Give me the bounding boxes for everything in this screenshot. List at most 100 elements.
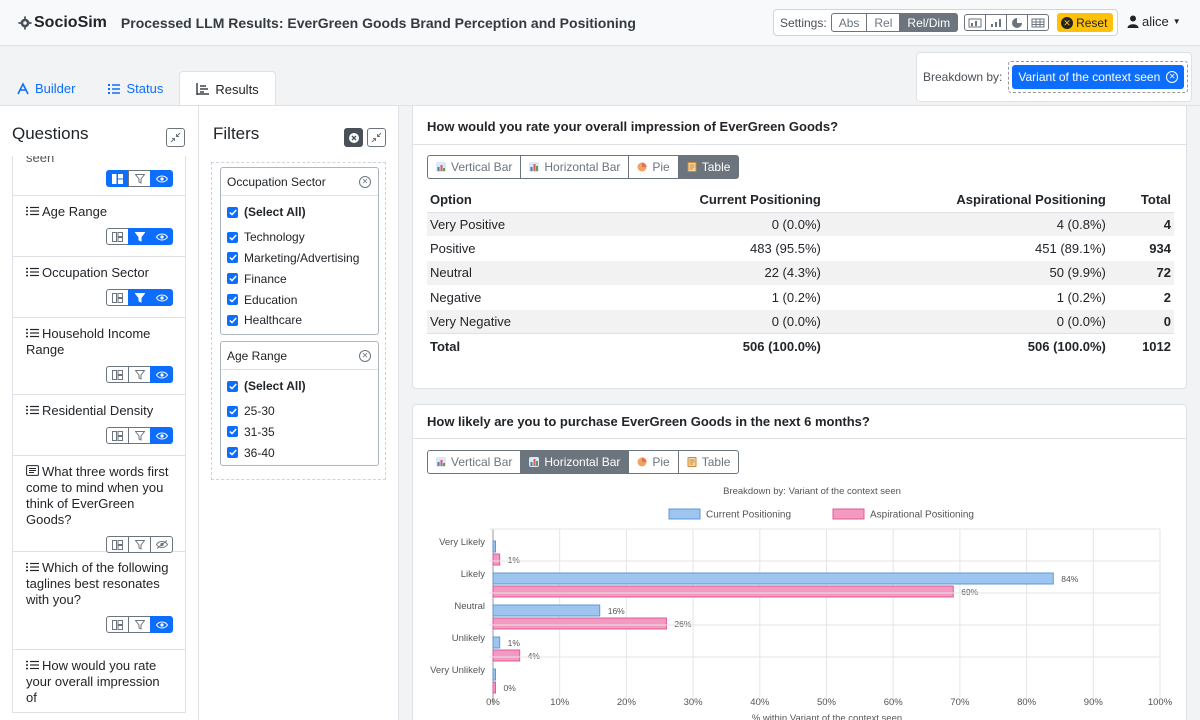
horizontal-bar-tab[interactable]: Horizontal Bar (520, 450, 630, 474)
table-header-cell[interactable]: Aspirational Positioning (823, 188, 1109, 213)
pie-tab[interactable]: Pie (628, 155, 679, 179)
visibility-eye-icon[interactable] (150, 427, 173, 444)
visibility-eye-icon[interactable] (150, 366, 173, 383)
layout-toggle-icon[interactable] (106, 536, 129, 553)
filter-option[interactable]: Education (221, 289, 378, 310)
question-card[interactable]: Household Income Range (12, 318, 186, 395)
layout-toggle-icon[interactable] (106, 228, 129, 245)
vertical-bar-tab[interactable]: Vertical Bar (427, 450, 522, 474)
table-tab[interactable]: Table (677, 450, 740, 474)
filter-icon[interactable] (128, 366, 151, 383)
checkbox-checked-icon[interactable] (227, 273, 238, 285)
checkbox-checked-icon[interactable] (227, 314, 238, 326)
horizontal-bar-tab[interactable]: Horizontal Bar (520, 155, 630, 179)
visibility-off-icon[interactable] (150, 536, 173, 553)
visibility-eye-icon[interactable] (150, 289, 173, 306)
checkbox-checked-icon[interactable] (227, 294, 238, 306)
tab-builder[interactable]: Builder (0, 71, 91, 106)
bar[interactable] (492, 553, 501, 566)
filter-option[interactable]: Finance (221, 268, 378, 289)
vertical-bar-tab[interactable]: Vertical Bar (427, 155, 522, 179)
question-card[interactable]: What three words first come to mind when… (12, 456, 186, 553)
filter-option[interactable]: Technology (221, 227, 378, 248)
checkbox-checked-icon[interactable] (227, 206, 238, 218)
mode-rel-dim-button[interactable]: Rel/Dim (899, 13, 959, 32)
filter-icon[interactable] (128, 427, 151, 444)
pie-tab[interactable]: Pie (628, 450, 679, 474)
clear-filters-button[interactable] (344, 128, 363, 147)
filter-option[interactable]: 36-40 (221, 442, 378, 463)
table-header-cell[interactable]: Total (1108, 188, 1174, 213)
collapse-filters-button[interactable] (367, 128, 386, 147)
mode-abs-button[interactable]: Abs (830, 13, 868, 32)
tab-status[interactable]: Status (91, 71, 179, 106)
remove-filter-icon[interactable]: ✕ (359, 349, 371, 362)
table-view-icon[interactable] (1027, 14, 1050, 31)
bar[interactable] (492, 540, 496, 553)
filter-dropzone[interactable]: Occupation Sector ✕ (Select All) Technology… (211, 162, 386, 480)
result-card-impression: How would you rate your overall impressi… (412, 106, 1187, 389)
filter-option[interactable]: Marketing/Advertising (221, 248, 378, 269)
question-text-truncated: seen (26, 156, 173, 162)
visibility-eye-icon[interactable] (150, 616, 173, 633)
filter-icon[interactable] (128, 170, 151, 187)
filter-option[interactable]: (Select All) (221, 376, 378, 397)
layout-toggle-icon[interactable] (106, 289, 129, 306)
checkbox-checked-icon[interactable] (227, 405, 238, 417)
bar[interactable] (492, 572, 1054, 585)
question-title: How likely are you to purchase EverGreen… (427, 414, 870, 429)
filter-icon[interactable] (128, 536, 151, 553)
table-cell: Very Negative (427, 309, 584, 334)
layout-toggle-icon[interactable] (106, 616, 129, 633)
layout-toggle-icon[interactable] (106, 366, 129, 383)
question-card[interactable]: How would you rate your overall impressi… (12, 650, 186, 713)
filter-option[interactable]: 25-30 (221, 401, 378, 422)
checkbox-checked-icon[interactable] (227, 231, 238, 243)
checkbox-checked-icon[interactable] (227, 426, 238, 438)
table-tab[interactable]: Table (677, 155, 740, 179)
question-card[interactable]: Which of the following taglines best res… (12, 552, 186, 650)
filter-icon[interactable] (128, 289, 151, 306)
pie-view-icon[interactable] (1006, 14, 1029, 31)
tab-results[interactable]: Results (179, 71, 276, 106)
bar[interactable] (492, 617, 667, 630)
layout-toggle-icon[interactable] (106, 427, 129, 444)
brand[interactable]: SocioSim (18, 14, 107, 32)
visibility-eye-icon[interactable] (150, 170, 173, 187)
filter-option[interactable]: (Select All) (221, 202, 378, 223)
vertical-bar-view-icon[interactable] (964, 14, 987, 31)
layout-toggle-icon[interactable] (106, 170, 129, 187)
user-menu[interactable]: alice ▼ (1127, 14, 1181, 29)
bar[interactable] (492, 636, 501, 649)
question-actions (26, 170, 173, 187)
bar[interactable] (492, 604, 601, 617)
table-header-cell[interactable]: Option (427, 188, 584, 213)
remove-breakdown-icon[interactable]: ✕ (1166, 71, 1179, 83)
reset-button[interactable]: ✕ Reset (1057, 13, 1114, 32)
question-card[interactable]: Age Range (12, 196, 186, 257)
list-icon (26, 326, 39, 341)
question-list[interactable]: seen Age Range Occupation Sector Household… (12, 156, 186, 713)
filter-option[interactable]: 31-35 (221, 422, 378, 443)
question-card[interactable]: Residential Density (12, 395, 186, 456)
remove-filter-icon[interactable]: ✕ (359, 175, 371, 188)
question-label: Age Range (42, 204, 108, 219)
filter-icon[interactable] (128, 228, 151, 245)
bar[interactable] (492, 649, 521, 662)
checkbox-checked-icon[interactable] (227, 380, 238, 392)
breakdown-chip[interactable]: Variant of the context seen ✕ (1012, 65, 1185, 89)
bar-view-icon[interactable] (985, 14, 1008, 31)
bar[interactable] (492, 668, 496, 681)
collapse-questions-button[interactable] (166, 128, 185, 147)
filter-option[interactable]: Healthcare (221, 310, 378, 331)
table-header-cell[interactable]: Current Positioning (583, 188, 824, 213)
visibility-eye-icon[interactable] (150, 228, 173, 245)
checkbox-checked-icon[interactable] (227, 252, 238, 264)
mode-rel-button[interactable]: Rel (866, 13, 901, 32)
question-card[interactable]: Occupation Sector (12, 257, 186, 318)
checkbox-checked-icon[interactable] (227, 447, 238, 459)
breakdown-dropzone[interactable]: Variant of the context seen ✕ (1008, 61, 1189, 93)
bar[interactable] (492, 681, 496, 694)
bar[interactable] (492, 585, 954, 598)
filter-icon[interactable] (128, 616, 151, 633)
